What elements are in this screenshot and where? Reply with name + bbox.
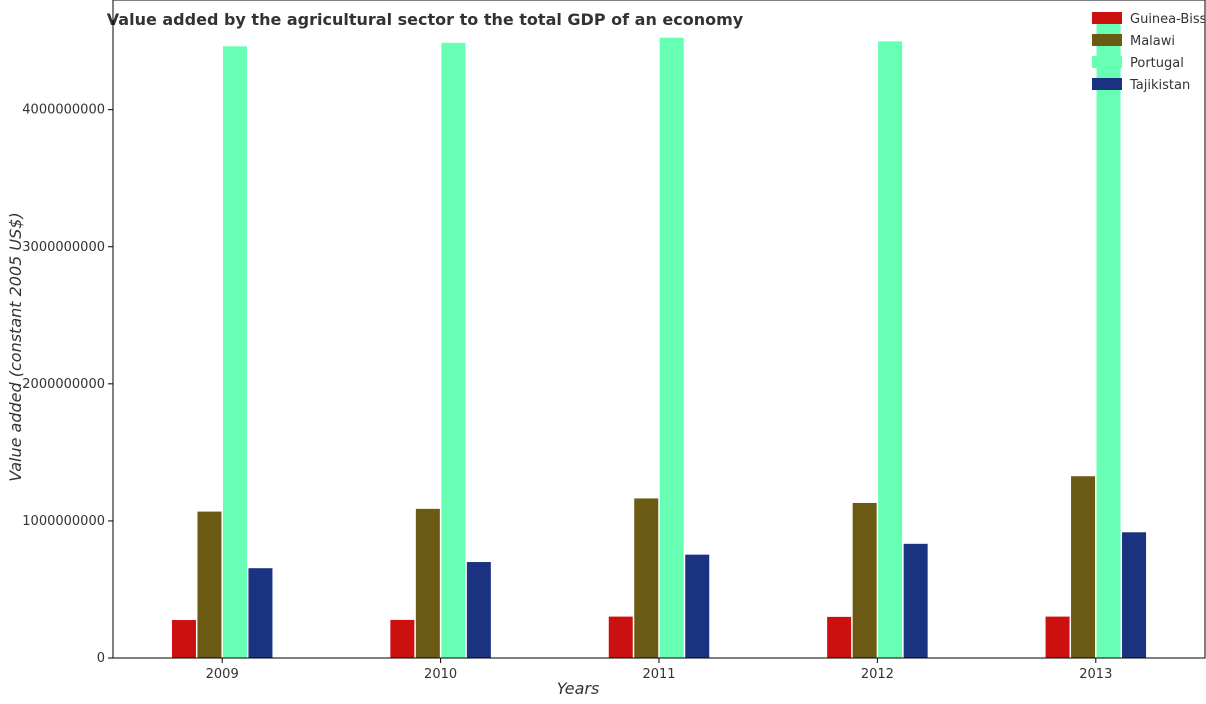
x-tick-label: 2012 xyxy=(861,667,894,682)
bars xyxy=(171,23,1147,659)
bar-tajikistan-2013 xyxy=(1122,532,1147,658)
y-tick-label: 2000000000 xyxy=(22,377,105,392)
y-tick-label: 1000000000 xyxy=(22,514,105,529)
bar-guinea-bissau-2009 xyxy=(171,620,196,658)
bar-tajikistan-2011 xyxy=(685,554,710,658)
bar-portugal-2010 xyxy=(441,42,466,658)
legend-label: Tajikistan xyxy=(1129,78,1190,93)
bar-guinea-bissau-2010 xyxy=(390,619,415,658)
x-axis-title: Years xyxy=(557,679,600,698)
bar-malawi-2011 xyxy=(634,498,659,658)
bar-malawi-2009 xyxy=(197,511,222,658)
y-tick-label: 0 xyxy=(97,651,105,666)
bar-guinea-bissau-2013 xyxy=(1045,616,1070,658)
bar-malawi-2012 xyxy=(852,502,877,658)
legend-swatch xyxy=(1092,12,1122,24)
y-tick-label: 3000000000 xyxy=(22,240,105,255)
legend-swatch xyxy=(1092,78,1122,90)
bar-malawi-2013 xyxy=(1071,476,1096,658)
y-axis-title: Value added (constant 2005 US$) xyxy=(6,212,25,481)
legend-label: Portugal xyxy=(1130,56,1184,71)
bar-guinea-bissau-2011 xyxy=(608,616,633,658)
y-axis-ticks: 0 1000000000 2000000000 3000000000 400000000… xyxy=(22,103,113,666)
bar-portugal-2012 xyxy=(878,41,903,658)
plot-frame xyxy=(112,0,1206,659)
bar-portugal-2013 xyxy=(1096,23,1121,659)
bar-tajikistan-2010 xyxy=(466,562,491,658)
bar-malawi-2010 xyxy=(415,508,440,658)
legend-swatch xyxy=(1092,34,1122,46)
x-tick-label: 2011 xyxy=(642,667,675,682)
bar-guinea-bissau-2012 xyxy=(827,616,852,658)
legend-label: Malawi xyxy=(1130,34,1175,49)
bar-portugal-2011 xyxy=(659,37,684,658)
bar-tajikistan-2009 xyxy=(248,568,273,658)
bar-tajikistan-2012 xyxy=(903,543,928,658)
chart-title: Value added by the agricultural sector t… xyxy=(107,10,744,29)
x-tick-label: 2009 xyxy=(206,667,239,682)
legend-swatch xyxy=(1092,56,1122,68)
x-axis-ticks: 2009 2010 2011 2012 2013 xyxy=(206,658,1112,682)
legend-label: Guinea-Bissau xyxy=(1130,12,1206,27)
x-tick-label: 2010 xyxy=(424,667,457,682)
bar-portugal-2009 xyxy=(222,46,247,658)
legend: Guinea-Bissau Malawi Portugal Tajikistan xyxy=(1092,12,1206,93)
y-tick-label: 4000000000 xyxy=(22,103,105,118)
x-tick-label: 2013 xyxy=(1079,667,1112,682)
